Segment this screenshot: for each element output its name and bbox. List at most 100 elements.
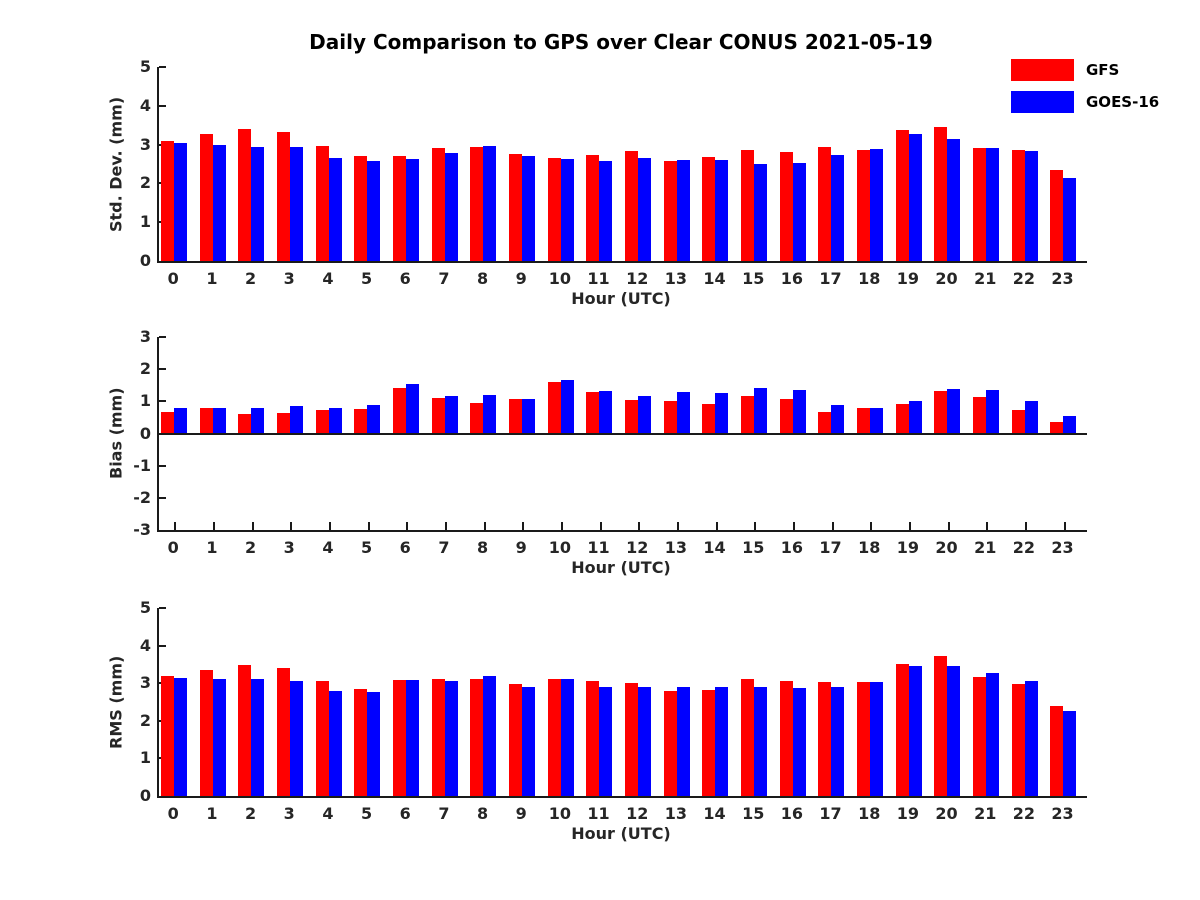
y-tick: [159, 66, 166, 68]
x-tick: [870, 522, 873, 530]
goes16-swatch: [1011, 91, 1074, 113]
x-tick-label: 13: [664, 538, 688, 557]
bar-goes-16-h6: [406, 680, 419, 796]
x-tick-label: 20: [935, 804, 958, 823]
bar-gfs-h0: [161, 411, 174, 434]
y-tick-label: 3: [139, 327, 151, 346]
plot-area: 0 1 2 3 4 5: [140, 58, 1087, 270]
y-tick: [159, 496, 166, 499]
x-tick: [290, 522, 293, 530]
bar-gfs-h1: [199, 134, 213, 261]
bar-gfs-h16: [779, 398, 793, 434]
y-tick-label: 4: [139, 635, 151, 655]
bar-goes-16-h3: [290, 147, 303, 261]
x-tick-label: 1: [206, 538, 218, 557]
bar-gfs-h7: [431, 679, 445, 796]
bar-goes-16-h20: [947, 389, 961, 434]
bar-goes-16-h0: [174, 408, 187, 434]
bar-goes-16-h20: [947, 139, 961, 261]
x-tick-label: 10: [548, 269, 572, 288]
x-tick: [328, 522, 331, 530]
y-tick: [159, 644, 166, 647]
x-tick-label: 8: [476, 538, 489, 557]
bar-gfs-h20: [934, 391, 948, 434]
bar-gfs-h7: [431, 398, 445, 434]
x-tick: [212, 522, 215, 530]
bar-gfs-h23: [1050, 422, 1064, 434]
bar-goes-16-h10: [560, 678, 574, 796]
bar-gfs-h11: [586, 155, 600, 261]
x-tick-label: 19: [896, 804, 920, 823]
bar-gfs-h0: [161, 141, 174, 261]
x-tick-label: 9: [515, 269, 527, 288]
x-tick-label: 14: [703, 538, 726, 557]
x-tick-label: 19: [896, 269, 920, 288]
legend: GFS GOES-16: [1011, 59, 1159, 123]
y-tick: [159, 464, 166, 467]
y-tick-label: 2: [139, 173, 151, 193]
bar-goes-16-h22: [1024, 681, 1038, 796]
x-tick: [599, 522, 602, 530]
plot-area: -3 -2 -1 0 1 2 3: [133, 328, 1087, 539]
bar-goes-16-h2: [251, 679, 265, 796]
x-tick: [560, 522, 563, 530]
bar-goes-16-h18: [870, 407, 883, 434]
bar-goes-16-h4: [328, 690, 342, 796]
bar-goes-16-h5: [367, 161, 381, 261]
y-tick-label: 1: [139, 748, 151, 768]
x-tick-label: 11: [587, 538, 610, 557]
bar-gfs-h12: [625, 151, 638, 261]
x-tick-label: 4: [322, 538, 334, 557]
x-tick-label: 3: [283, 804, 295, 823]
bar-goes-16-h1: [212, 407, 226, 434]
x-tick: [831, 522, 834, 530]
bar-gfs-h10: [547, 678, 561, 796]
y-tick: [159, 607, 166, 609]
legend-item-goes16: GOES-16: [1011, 91, 1159, 113]
bar-gfs-h22: [1011, 410, 1025, 434]
bar-goes-16-h11: [599, 686, 613, 796]
x-tick-label: 23: [1051, 269, 1074, 288]
bar-gfs-h19: [895, 663, 909, 796]
x-tick-label: 5: [360, 538, 373, 557]
bar-gfs-h22: [1011, 149, 1025, 261]
bar-gfs-h6: [393, 155, 406, 261]
x-tick-label: 13: [664, 269, 688, 288]
bar-goes-16-h23: [1063, 415, 1077, 434]
bar-goes-16-h3: [290, 680, 303, 796]
x-tick: [174, 522, 177, 530]
bar-goes-16-h18: [870, 682, 883, 796]
gfs-swatch: [1011, 59, 1074, 81]
x-tick: [406, 522, 409, 530]
x-tick-label: 18: [858, 538, 881, 557]
bar-gfs-h14: [702, 403, 716, 434]
bar-goes-16-h7: [444, 395, 458, 434]
bar-gfs-h17: [818, 682, 832, 796]
x-tick-label: 18: [858, 269, 881, 288]
x-tick-label: 20: [935, 538, 958, 557]
bar-goes-16-h22: [1024, 151, 1038, 261]
y-tick-label: 0: [139, 423, 151, 443]
x-tick-label: 15: [742, 269, 765, 288]
x-tick-label: 1: [206, 269, 218, 288]
x-tick-label: 21: [974, 804, 997, 823]
y-tick-label: 2: [139, 359, 151, 379]
bar-goes-16-h0: [174, 143, 187, 261]
bar-goes-16-h6: [406, 383, 419, 434]
x-tick-label: 10: [548, 804, 572, 823]
x-tick-label: 1: [206, 804, 218, 823]
bar-goes-16-h5: [367, 691, 381, 796]
bar-gfs-h20: [934, 126, 948, 261]
bar-gfs-h1: [199, 408, 213, 434]
bar-goes-16-h13: [676, 391, 690, 434]
bar-gfs-h21: [973, 147, 986, 261]
y-tick: [159, 104, 166, 107]
x-tick-label: 14: [703, 269, 726, 288]
bar-goes-16-h14: [715, 686, 729, 796]
y-tick-label: 3: [139, 134, 151, 154]
x-tick: [676, 522, 679, 530]
bar-goes-16-h22: [1024, 401, 1038, 434]
y-tick-label: -1: [133, 455, 151, 475]
x-tick: [522, 522, 525, 530]
x-tick: [444, 522, 447, 530]
